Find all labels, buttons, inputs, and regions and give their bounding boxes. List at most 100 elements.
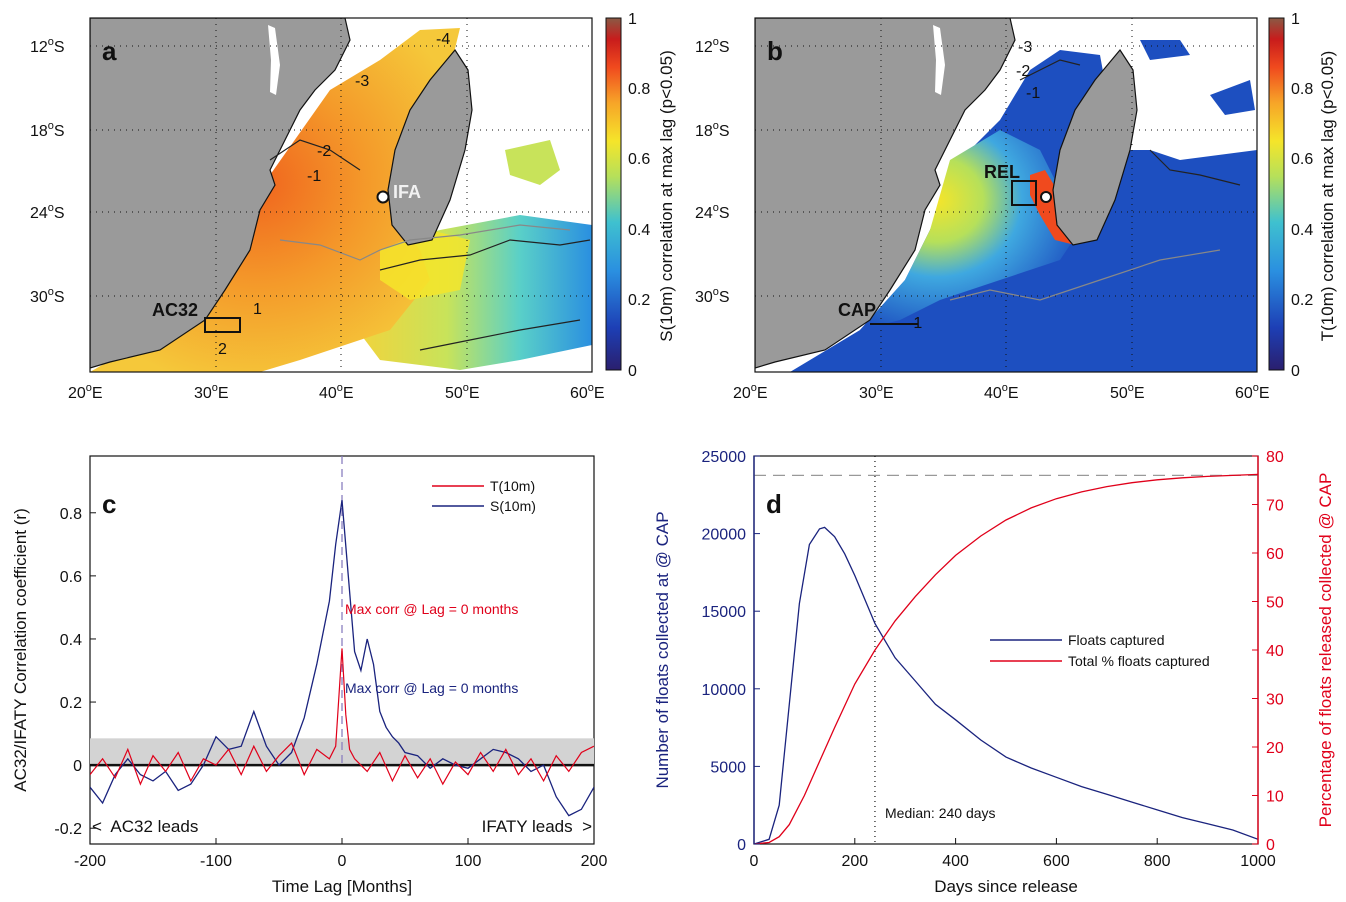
panel-d-y-right-tick-label: 40 <box>1266 643 1284 660</box>
panel-a-lat-tick: 12oS <box>30 36 65 56</box>
panel-d-ylabel-right: Percentage of floats released collected … <box>1316 473 1335 828</box>
panel-a-madagascar <box>387 48 473 246</box>
panel-a-contour-label: -2 <box>317 143 331 160</box>
panel-b-colorbar <box>1268 17 1285 371</box>
panel-d-legend-pct: Total % floats captured <box>1068 653 1210 669</box>
panel-d-y-right-tick-label: 0 <box>1266 837 1275 854</box>
panel-a-contour-label: 2 <box>218 341 227 358</box>
panel-b-cbar-tick: 0.6 <box>1291 151 1313 168</box>
panel-a-lon-tick: 30oE <box>194 382 229 402</box>
panel-d-median-note: Median: 240 days <box>885 805 996 821</box>
panel-b-lat-tick: 30oS <box>695 286 730 306</box>
panel-b-cbar-label: T(10m) correlation at max lag (p<0.05) <box>1318 51 1337 342</box>
panel-b-lat-tick: 24oS <box>695 202 730 222</box>
panel-b: b REL CAP -3 -2 -1 -1 12oS 18oS 24oS 30o… <box>695 11 1337 402</box>
panel-c-annotation-t: Max corr @ Lag = 0 months <box>345 601 518 617</box>
panel-b-line-label: CAP <box>838 300 876 320</box>
panel-d-y-right-tick-label: 20 <box>1266 740 1284 757</box>
panel-a-lat-tick: 18oS <box>30 120 65 140</box>
panel-b-contour-label: -2 <box>1016 63 1030 80</box>
panel-b-contour-label: -1 <box>908 315 922 332</box>
panel-c-letter: c <box>102 489 116 519</box>
panel-a-cbar-tick: 0.4 <box>628 222 650 239</box>
panel-c-left-note: < AC32 leads <box>92 817 198 836</box>
panel-d-x-tick-label: 1000 <box>1240 853 1276 870</box>
panel-a-patch <box>380 230 470 300</box>
panel-b-lake <box>933 25 945 95</box>
panel-b-lon-tick: 60oE <box>1235 382 1270 402</box>
panel-a-contour <box>279 224 571 261</box>
panel-b-contour-3 <box>1149 149 1241 186</box>
panel-d-y-left-tick-label: 10000 <box>702 682 747 699</box>
panel-d-x-tick-label: 800 <box>1144 853 1171 870</box>
panel-c-x-tick-label: -100 <box>200 853 232 870</box>
panel-b-africa <box>755 18 1016 369</box>
panel-a-lon-tick: 20oE <box>68 382 103 402</box>
panel-a-cbar-tick: 1 <box>628 11 637 28</box>
panel-d-y-left-tick-label: 5000 <box>710 759 746 776</box>
panel-c-axes: -200 -100 0 100 200 -0.2 0 0.2 0.4 0.6 0.8 <box>54 506 607 870</box>
panel-c-ylabel: AC32/IFATY Correlation coefficient (r) <box>11 508 30 791</box>
panel-a-cbar-tick: 0.8 <box>628 81 650 98</box>
panel-d-y-right-tick-label: 50 <box>1266 595 1284 612</box>
panel-a-lat-tick: 24oS <box>30 202 65 222</box>
panel-a-africa <box>90 18 351 369</box>
panel-d-y-right-tick-label: 10 <box>1266 789 1284 806</box>
panel-b-frame <box>754 17 1258 373</box>
panel-c-annotation-s: Max corr @ Lag = 0 months <box>345 680 518 696</box>
panel-c-right-note: IFATY leads > <box>482 817 592 836</box>
panel-a-contour-label: -1 <box>307 168 321 185</box>
panel-a-contour-2 <box>379 239 591 271</box>
panel-a-contour-label: -4 <box>436 31 450 48</box>
panel-a-lake <box>268 25 280 95</box>
panel-c-y-tick-label: -0.2 <box>54 821 82 838</box>
panel-b-point <box>1040 191 1052 203</box>
panel-b-box <box>1011 180 1037 206</box>
panel-a-lon-tick: 60oE <box>570 382 605 402</box>
panel-c-y-tick-label: 0.8 <box>60 506 82 523</box>
panel-b-lon-tick: 40oE <box>984 382 1019 402</box>
panel-d-x-tick-label: 0 <box>750 853 759 870</box>
panel-c-x-tick-label: -200 <box>74 853 106 870</box>
panel-b-patch <box>1210 80 1255 115</box>
panel-d-frame <box>753 455 1259 845</box>
panel-b-cbar-tick: 1 <box>1291 11 1300 28</box>
panel-c-xlabel: Time Lag [Months] <box>272 877 412 896</box>
panel-d-y-left-tick-label: 20000 <box>702 527 747 544</box>
panel-b-madagascar <box>1052 48 1138 246</box>
panel-a-contour-label: 1 <box>253 301 262 318</box>
panel-d-x-tick-label: 400 <box>942 853 969 870</box>
panel-c-x-tick-label: 100 <box>455 853 482 870</box>
panel-d-ylabel-left: Number of floats collected at @ CAP <box>653 511 672 788</box>
panel-c-y-tick-label: 0 <box>73 758 82 775</box>
panel-d-series-floats-captured <box>754 526 1258 844</box>
panel-a-lon-tick: 40oE <box>319 382 354 402</box>
panel-a-box <box>204 317 241 333</box>
panel-d-y-left-tick-label: 15000 <box>702 604 747 621</box>
panel-d-axes: 0 200 400 600 800 100005000100001500020000250… <box>702 449 1284 870</box>
panel-d-legend-floats: Floats captured <box>1068 632 1165 648</box>
panel-c-legend-s: S(10m) <box>490 498 536 514</box>
panel-a-cbar-tick: 0.6 <box>628 151 650 168</box>
panel-d-x-tick-label: 600 <box>1043 853 1070 870</box>
panel-c-series-s10m <box>90 500 594 817</box>
panel-b-contour <box>949 249 1221 301</box>
panel-b-contour-label: -3 <box>1018 39 1032 56</box>
panel-b-contour-label: -1 <box>1026 85 1040 102</box>
panel-d-xlabel: Days since release <box>934 877 1078 896</box>
panel-b-cbar-tick: 0.2 <box>1291 292 1313 309</box>
panel-b-cbar-tick: 0 <box>1291 363 1300 380</box>
panel-c-series-t10m <box>90 648 594 786</box>
panel-d-letter: d <box>766 489 782 519</box>
panel-d-y-left-tick-label: 0 <box>737 837 746 854</box>
panel-a-colorbar <box>605 17 622 371</box>
panel-a-point-label: IFA <box>393 182 421 202</box>
panel-c-x-tick-label: 200 <box>581 853 608 870</box>
panel-a-frame <box>89 17 593 373</box>
panel-d-x-tick-label: 200 <box>841 853 868 870</box>
panel-a-lat-tick: 30oS <box>30 286 65 306</box>
panel-a-ifa-point <box>376 190 390 204</box>
panel-b-box-label: REL <box>984 162 1020 182</box>
panel-b-lon-tick: 20oE <box>733 382 768 402</box>
